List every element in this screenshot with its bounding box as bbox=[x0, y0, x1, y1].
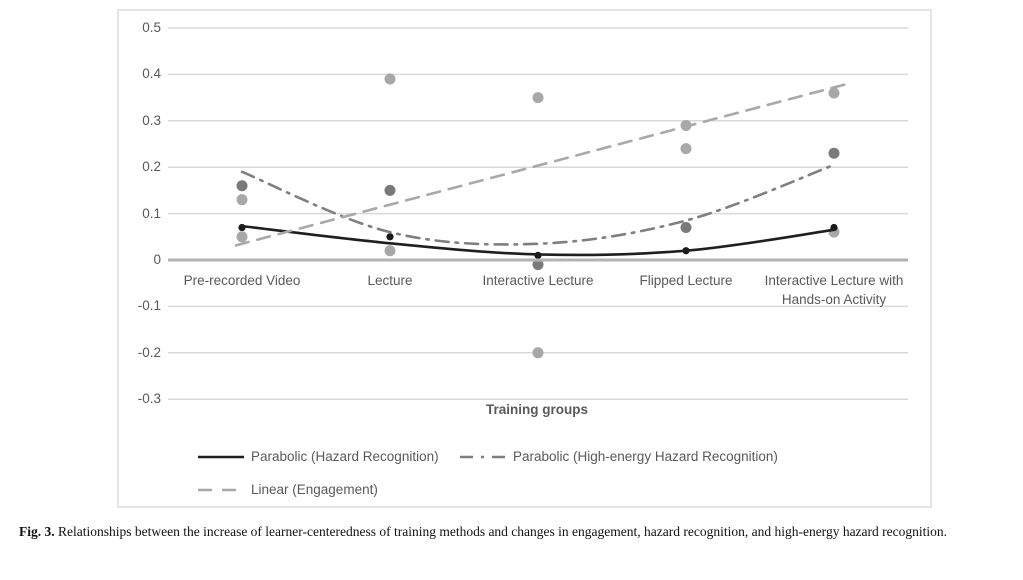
y-tick-label: 0.2 bbox=[142, 159, 161, 175]
trendline-dashed bbox=[234, 81, 853, 247]
x-category-label: Pre-recorded Video bbox=[183, 273, 301, 288]
figure-caption-text: Relationships between the increase of le… bbox=[54, 524, 948, 539]
y-tick-label: 0.4 bbox=[142, 66, 161, 82]
legend-item-linear-engagement: Linear (Engagement) bbox=[198, 482, 378, 498]
y-tick-label: -0.3 bbox=[137, 391, 161, 407]
data-point-high-energy-hazard-recognition bbox=[680, 222, 692, 234]
data-point-high-energy-hazard-recognition bbox=[236, 180, 248, 192]
data-point-engagement bbox=[384, 73, 396, 85]
figure-caption-label: Fig. 3. bbox=[19, 524, 55, 539]
legend-label: Parabolic (High-energy Hazard Recognitio… bbox=[513, 449, 778, 464]
chart-frame: 0.5 0.4 0.3 0.2 0.1 0 -0.1 -0.2 -0.3 Pre-recorde… bbox=[117, 9, 932, 508]
x-category-label: Interactive Lecture bbox=[482, 273, 594, 288]
y-tick-label: 0.3 bbox=[142, 112, 161, 128]
x-axis-title: Training groups bbox=[485, 402, 589, 417]
data-point-engagement bbox=[680, 143, 692, 155]
y-tick-label: 0 bbox=[153, 252, 161, 267]
x-category-label: Lecture bbox=[367, 273, 413, 288]
y-tick-label: 0.5 bbox=[142, 20, 161, 35]
data-point-engagement bbox=[828, 87, 840, 99]
legend-label: Parabolic (Hazard Recognition) bbox=[251, 449, 439, 464]
data-point-high-energy-hazard-recognition bbox=[532, 259, 544, 271]
legend-item-parabolic-hazard-recognition: Parabolic (Hazard Recognition) bbox=[198, 449, 439, 465]
y-tick-label: 0.1 bbox=[142, 205, 161, 221]
y-tick-label: -0.1 bbox=[137, 298, 161, 314]
solid-line-sample-icon bbox=[198, 455, 244, 459]
data-point-engagement bbox=[236, 194, 248, 206]
data-point-hazard-recognition bbox=[386, 233, 394, 241]
dashed-line-sample-icon bbox=[198, 488, 244, 492]
figure-caption: Fig. 3. Relationships between the increa… bbox=[19, 522, 1005, 541]
data-point-engagement bbox=[236, 231, 248, 243]
trendline-solid bbox=[240, 224, 836, 257]
scatter-plot bbox=[168, 27, 908, 400]
x-category-label: Interactive Lecture with Hands-on Activi… bbox=[764, 273, 904, 307]
x-category-label: Flipped Lecture bbox=[639, 273, 733, 288]
data-point-engagement bbox=[532, 347, 544, 359]
y-tick-label: -0.2 bbox=[137, 344, 161, 360]
data-point-high-energy-hazard-recognition bbox=[384, 184, 396, 196]
trendline-dashdot bbox=[240, 163, 836, 246]
data-point-engagement bbox=[532, 92, 544, 104]
data-point-engagement bbox=[384, 245, 396, 257]
dashdot-line-sample-icon bbox=[460, 455, 506, 459]
legend-label: Linear (Engagement) bbox=[251, 482, 378, 497]
legend-item-parabolic-high-energy: Parabolic (High-energy Hazard Recognitio… bbox=[460, 449, 778, 465]
data-point-high-energy-hazard-recognition bbox=[828, 147, 840, 159]
